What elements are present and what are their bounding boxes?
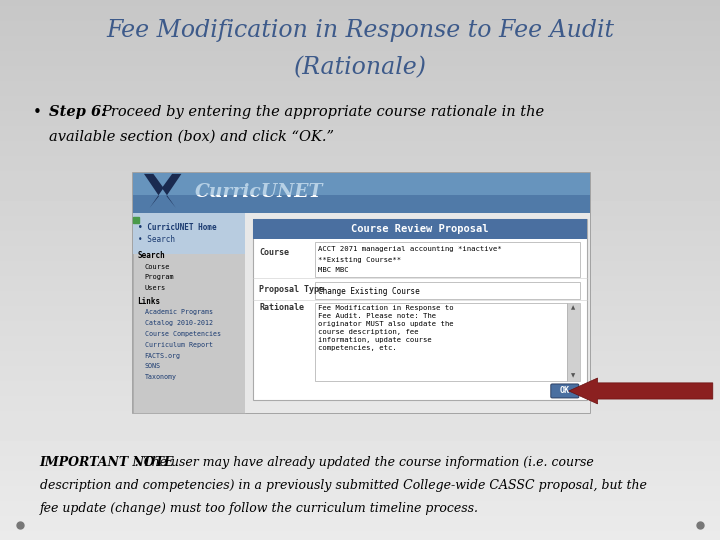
FancyBboxPatch shape: [245, 213, 590, 413]
Text: OK: OK: [560, 387, 570, 395]
Text: : The user may have already updated the course information (i.e. course: : The user may have already updated the …: [135, 456, 593, 469]
Text: CurricUNET: CurricUNET: [194, 183, 323, 201]
Text: **Existing Course**: **Existing Course**: [318, 256, 401, 262]
FancyArrow shape: [569, 378, 713, 404]
Text: Links: Links: [138, 297, 161, 306]
FancyBboxPatch shape: [551, 384, 579, 398]
FancyBboxPatch shape: [133, 213, 245, 413]
Text: FACTS.org: FACTS.org: [145, 353, 181, 359]
Text: Change Existing Course: Change Existing Course: [318, 287, 420, 296]
Text: (Rationale): (Rationale): [294, 57, 426, 80]
Text: Fee Modification in Response to Fee Audit: Fee Modification in Response to Fee Audi…: [106, 19, 614, 42]
Text: description and competencies) in a previously submitted College-wide CASSC propo: description and competencies) in a previ…: [40, 479, 647, 492]
Text: fee update (change) must too follow the curriculum timeline process.: fee update (change) must too follow the …: [40, 502, 479, 515]
Text: Proposal Type: Proposal Type: [259, 285, 324, 294]
Text: ACCT 2071 managerial accounting *inactive*: ACCT 2071 managerial accounting *inactiv…: [318, 246, 502, 252]
Text: ▼: ▼: [571, 373, 575, 378]
FancyBboxPatch shape: [253, 219, 587, 239]
Text: Step 6:: Step 6:: [49, 105, 107, 119]
FancyBboxPatch shape: [133, 173, 590, 195]
Text: Search: Search: [138, 251, 166, 260]
FancyBboxPatch shape: [133, 213, 245, 254]
Text: • Search: • Search: [138, 235, 174, 244]
Text: ▲: ▲: [571, 306, 575, 310]
Text: Course: Course: [259, 248, 289, 258]
Text: Course Competencies: Course Competencies: [145, 331, 221, 337]
Text: Course Review Proposal: Course Review Proposal: [351, 224, 489, 234]
Text: Academic Programs: Academic Programs: [145, 309, 212, 315]
FancyBboxPatch shape: [253, 219, 587, 400]
Text: Curriculum Report: Curriculum Report: [145, 342, 212, 348]
Text: Catalog 2010-2012: Catalog 2010-2012: [145, 320, 212, 326]
Text: Program: Program: [145, 274, 174, 280]
FancyBboxPatch shape: [315, 242, 580, 277]
Text: IMPORTANT NOTE: IMPORTANT NOTE: [40, 456, 174, 469]
FancyBboxPatch shape: [315, 282, 580, 299]
Text: Users: Users: [145, 285, 166, 291]
FancyBboxPatch shape: [133, 173, 590, 213]
Text: Proceed by entering the appropriate course rationale in the: Proceed by entering the appropriate cour…: [101, 105, 544, 119]
Text: Fee Modification in Response to
Fee Audit. Please note: The
originator MUST also: Fee Modification in Response to Fee Audi…: [318, 305, 453, 351]
Text: MBC MBC: MBC MBC: [318, 267, 349, 273]
FancyBboxPatch shape: [567, 303, 580, 381]
Text: Course: Course: [145, 264, 170, 269]
Text: • CurricUNET Home: • CurricUNET Home: [138, 223, 216, 232]
Text: •: •: [32, 105, 41, 120]
Polygon shape: [144, 174, 181, 208]
Text: Taxonomy: Taxonomy: [145, 374, 176, 380]
FancyBboxPatch shape: [133, 173, 590, 413]
Text: Rationale: Rationale: [259, 303, 304, 312]
Text: SONS: SONS: [145, 363, 161, 369]
FancyBboxPatch shape: [315, 303, 567, 381]
Text: available section (box) and click “OK.”: available section (box) and click “OK.”: [49, 130, 334, 144]
